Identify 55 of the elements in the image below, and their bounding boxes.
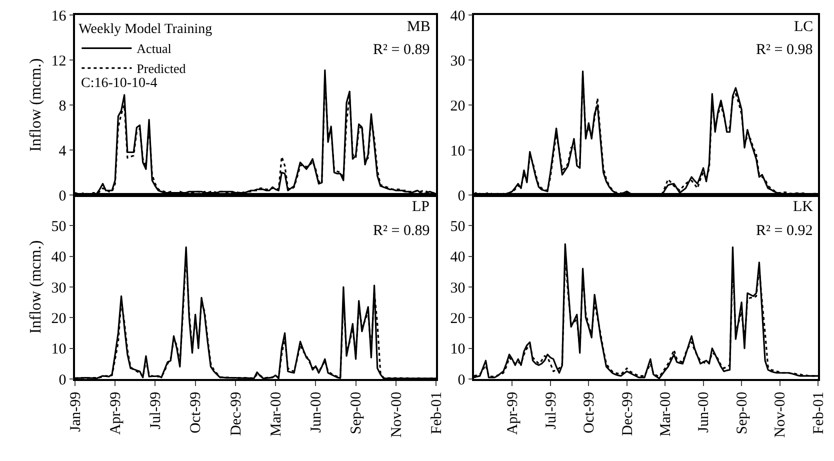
y-tick-label: 40: [450, 250, 466, 266]
annotation: R² = 0.92: [756, 223, 813, 239]
y-tick-label: 30: [450, 280, 466, 296]
y-tick-label: 4: [58, 143, 67, 160]
x-tick-label: Sep-00: [734, 392, 750, 434]
annotation: R² = 0.89: [373, 223, 430, 239]
y-tick-label: 20: [450, 98, 466, 114]
y-tick-label: 30: [51, 280, 66, 296]
annotation: LK: [793, 199, 814, 215]
x-tick-label: Dec-99: [620, 392, 636, 436]
legend-label: Actual: [136, 41, 172, 56]
y-tick-label: 0: [58, 372, 66, 388]
y-tick-label: 16: [51, 8, 67, 24]
y-tick-label: 50: [450, 218, 466, 235]
y-tick-label: 10: [450, 342, 466, 358]
y-tick-label: 20: [450, 310, 466, 327]
y-axis-title: Inflow (mcm.): [28, 240, 45, 334]
x-tick-label: Feb-01: [810, 392, 827, 434]
x-tick-label: Jul-99: [543, 392, 560, 430]
x-tick-label: Dec-99: [228, 392, 244, 436]
annotation: R² = 0.89: [373, 42, 430, 58]
y-tick-label: 40: [450, 8, 466, 24]
x-tick-label: Jun-00: [696, 392, 712, 433]
y-tick-label: 50: [51, 218, 66, 235]
y-tick-label: 20: [51, 310, 66, 327]
y-tick-label: 0: [458, 372, 466, 388]
legend-label: Predicted: [136, 61, 186, 76]
y-tick-label: 40: [51, 250, 66, 266]
annotation: C:16-10-10-4: [81, 76, 158, 91]
x-tick-label: Jun-00: [308, 392, 325, 433]
x-tick-label: Oct-99: [582, 392, 598, 434]
y-axis-title: Inflow (mcm.): [28, 58, 45, 152]
annotation: MB: [407, 19, 430, 35]
legend-title: Weekly Model Training: [78, 22, 212, 38]
y-tick-label: 10: [51, 342, 66, 358]
x-tick-label: Oct-99: [188, 392, 204, 434]
x-tick-label: Sep-00: [348, 392, 365, 434]
x-tick-label: Nov-00: [388, 392, 405, 438]
annotation: LC: [794, 19, 814, 35]
y-tick-label: 30: [450, 53, 466, 70]
x-tick-label: Apr-99: [505, 392, 522, 435]
x-tick-label: Mar-00: [658, 392, 674, 436]
x-tick-label: Nov-00: [772, 392, 789, 438]
x-tick-label: Feb-01: [428, 392, 445, 434]
annotation: LP: [412, 199, 430, 215]
y-tick-label: 8: [58, 98, 66, 114]
x-tick-label: Mar-00: [268, 392, 284, 436]
y-tick-label: 0: [58, 188, 66, 204]
y-tick-label: 0: [458, 188, 466, 204]
x-tick-label: Apr-99: [108, 392, 124, 435]
y-tick-label: 10: [450, 143, 466, 160]
x-tick-label: Jul-99: [148, 392, 164, 430]
x-tick-label: Jan-99: [68, 392, 84, 432]
y-tick-label: 12: [51, 53, 66, 70]
annotation: R² = 0.98: [756, 42, 813, 58]
